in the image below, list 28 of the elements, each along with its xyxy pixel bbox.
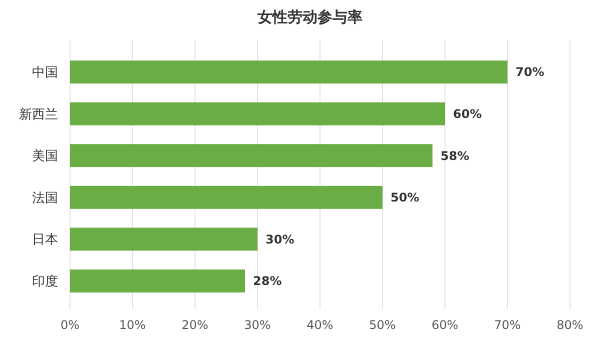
x-tick-label: 40% bbox=[306, 318, 334, 332]
x-tick-label: 10% bbox=[119, 318, 146, 332]
x-tick-label: 30% bbox=[244, 318, 271, 332]
bar bbox=[70, 144, 432, 168]
x-tick-label: 80% bbox=[556, 318, 584, 332]
data-label: 50% bbox=[390, 190, 420, 205]
x-tick-label: 60% bbox=[432, 318, 458, 332]
data-label: 70% bbox=[516, 65, 544, 80]
y-tick-label: 美国 bbox=[32, 148, 58, 164]
data-label: 28% bbox=[253, 274, 282, 288]
y-tick-label: 新西兰 bbox=[19, 107, 58, 122]
x-tick-label: 0% bbox=[60, 318, 80, 332]
bar bbox=[70, 228, 258, 251]
x-tick-label: 50% bbox=[369, 318, 396, 332]
y-tick-label: 中国 bbox=[32, 66, 58, 81]
y-tick-label: 法国 bbox=[32, 190, 58, 206]
bar bbox=[70, 60, 508, 84]
data-label: 60% bbox=[453, 107, 482, 122]
data-label: 30% bbox=[266, 232, 294, 246]
bar bbox=[70, 186, 382, 209]
y-tick-label: 印度 bbox=[32, 274, 58, 290]
bar bbox=[70, 269, 245, 292]
bar bbox=[70, 102, 445, 126]
x-tick-label: 70% bbox=[494, 318, 521, 332]
y-tick-label: 日本 bbox=[32, 232, 58, 248]
x-tick-label: 20% bbox=[182, 318, 208, 332]
chart-title: 女性劳动参与率 bbox=[256, 8, 362, 26]
data-label: 58% bbox=[440, 148, 470, 163]
